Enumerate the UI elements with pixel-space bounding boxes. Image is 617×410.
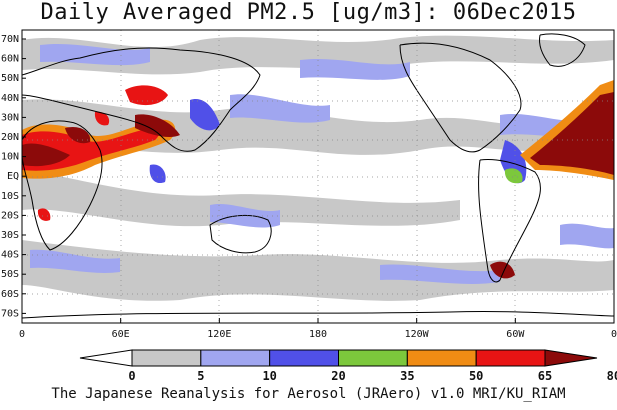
field-level-80 bbox=[65, 126, 91, 144]
lon-tick-label: 180 bbox=[309, 329, 327, 340]
lat-tick-label: 50S bbox=[1, 269, 19, 280]
coastline-south-america bbox=[478, 159, 541, 283]
colorbar: 0 5 10 20 35 50 65 80 bbox=[79, 349, 617, 383]
lat-tick-label: 10S bbox=[1, 191, 19, 202]
lat-tick-label: 20N bbox=[1, 132, 19, 143]
colorbar-label: 0 bbox=[128, 369, 135, 383]
lat-tick-label: 30N bbox=[1, 112, 19, 123]
colorbar-max-arrow bbox=[544, 349, 598, 367]
lon-tick-label: 0 bbox=[611, 329, 617, 340]
map-title: Daily Averaged PM2.5 [ug/m3]: 06Dec2015 bbox=[40, 0, 577, 25]
field-level-20 bbox=[149, 164, 166, 184]
concentration-fields bbox=[22, 35, 614, 301]
lat-tick-label: 10N bbox=[1, 152, 19, 163]
colorbar-label: 50 bbox=[469, 369, 483, 383]
coastlines bbox=[22, 33, 614, 319]
field-level-10 bbox=[380, 264, 500, 284]
colorbar-label: 35 bbox=[400, 369, 414, 383]
field-level-80 bbox=[135, 114, 180, 138]
coastline-greenland bbox=[539, 33, 586, 67]
coastline-africa bbox=[22, 120, 103, 251]
coastline-antarctica bbox=[22, 311, 614, 319]
colorbar-label: 10 bbox=[262, 369, 276, 383]
colorbar-swatch bbox=[338, 349, 408, 367]
footer-credit: The Japanese Reanalysis for Aerosol (JRA… bbox=[51, 386, 566, 402]
lat-tick-label: 40S bbox=[1, 250, 19, 261]
longitude-labels: 0 60E 120E 180 120W 60W 0 bbox=[19, 318, 617, 340]
colorbar-label: 5 bbox=[197, 369, 204, 383]
field-level-10 bbox=[30, 249, 120, 273]
colorbar-min-arrow bbox=[79, 349, 133, 367]
lat-tick-label: 40N bbox=[1, 93, 19, 104]
lon-tick-label: 0 bbox=[19, 329, 25, 340]
lon-tick-label: 60W bbox=[506, 329, 525, 340]
field-level-35 bbox=[504, 168, 523, 184]
graticule bbox=[22, 30, 614, 323]
coastline-australia bbox=[209, 214, 272, 254]
field-level-65 bbox=[94, 111, 110, 126]
field-level-10 bbox=[300, 58, 410, 80]
colorbar-swatch bbox=[475, 349, 546, 367]
lat-tick-label: 50N bbox=[1, 73, 19, 84]
lat-tick-label: 70S bbox=[1, 308, 19, 319]
colorbar-swatch bbox=[200, 349, 271, 367]
lon-tick-label: 120W bbox=[405, 329, 430, 340]
field-level-65 bbox=[125, 85, 168, 106]
colorbar-swatch bbox=[269, 349, 339, 367]
coastline-north-america bbox=[399, 42, 522, 153]
lat-tick-label: EQ bbox=[7, 171, 19, 182]
latitude-labels: 70N 60N 50N 40N 30N 20N 10N EQ 10S 20S 30S 40S 50S 60… bbox=[1, 34, 26, 319]
field-level-10 bbox=[230, 94, 330, 123]
lat-tick-label: 30S bbox=[1, 230, 19, 241]
coastline-eurasia bbox=[22, 47, 261, 152]
lat-tick-label: 70N bbox=[1, 34, 19, 45]
lat-tick-label: 60N bbox=[1, 54, 19, 65]
field-level-10 bbox=[560, 223, 614, 249]
colorbar-label: 65 bbox=[538, 369, 552, 383]
colorbar-swatch bbox=[406, 349, 477, 367]
lon-tick-label: 60E bbox=[112, 329, 130, 340]
field-level-20 bbox=[190, 99, 220, 131]
field-level-80 bbox=[530, 92, 614, 175]
lat-tick-label: 60S bbox=[1, 289, 19, 300]
field-level-80 bbox=[22, 143, 70, 167]
colorbar-label: 80 bbox=[607, 369, 617, 383]
colorbar-swatch bbox=[131, 349, 202, 367]
colorbar-label: 20 bbox=[331, 369, 345, 383]
field-level-65 bbox=[37, 208, 51, 221]
field-level-80 bbox=[490, 261, 515, 279]
lat-tick-label: 20S bbox=[1, 210, 19, 221]
field-level-5 bbox=[22, 170, 460, 227]
lon-tick-label: 120E bbox=[207, 329, 231, 340]
